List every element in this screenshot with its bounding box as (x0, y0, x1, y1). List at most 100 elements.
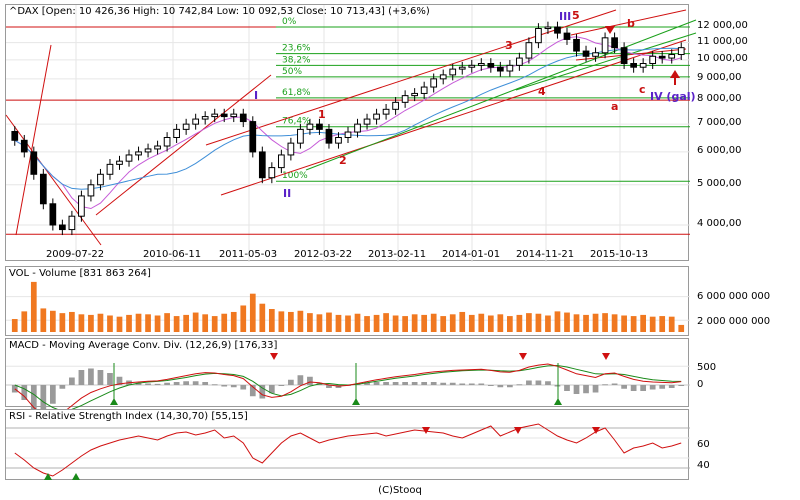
data-source-credit: (C)Stooq (378, 485, 422, 496)
candle-body (677, 47, 685, 56)
price-x-tick: 2015-10-13 (589, 249, 649, 260)
volume-bar (373, 314, 380, 332)
macd-histogram-bar (164, 382, 170, 385)
macd-histogram-bar (230, 385, 237, 388)
price-x-tick: 2014-01-01 (441, 249, 501, 260)
candle-body (335, 136, 342, 144)
volume-bar (678, 324, 685, 332)
volume-bar (240, 305, 247, 332)
macd-buy-marker (352, 398, 360, 405)
macd-title: MACD - Moving Average Conv. Div. (12,26,… (9, 340, 278, 351)
volume-bar (497, 314, 504, 332)
trend-line (95, 74, 272, 216)
candle-body (525, 42, 533, 59)
candle-body (516, 57, 523, 66)
rsi-overbought-marker (592, 427, 600, 434)
rsi-panel: RSI - Relative Strength Index (14,30,70)… (5, 409, 690, 480)
volume-bar (583, 314, 589, 332)
macd-histogram-bar (411, 382, 418, 385)
volume-bar (630, 316, 637, 332)
macd-panel: MACD - Moving Average Conv. Div. (12,26,… (5, 338, 690, 418)
macd-histogram-bar (297, 375, 304, 385)
volume-bar (97, 313, 104, 332)
price-y-tick: 12 000,00 (697, 20, 748, 31)
candle-body (39, 173, 47, 205)
candle-body (268, 167, 276, 179)
volume-bar (249, 293, 256, 332)
trend-line (575, 48, 687, 61)
sma-short-line (14, 36, 682, 210)
candle-body (420, 86, 428, 94)
macd-canvas (6, 353, 690, 418)
price-x-tick: 2011-05-03 (218, 249, 278, 260)
candle-body (468, 64, 476, 68)
volume-bar (307, 313, 313, 332)
candle-body (287, 142, 295, 156)
volume-bar (392, 315, 399, 332)
macd-buy-marker (554, 398, 562, 405)
candle-body (239, 113, 247, 123)
macd-histogram-bar (135, 382, 142, 385)
macd-histogram-bar (554, 385, 561, 387)
macd-histogram-bar (468, 383, 475, 385)
volume-bar (268, 309, 275, 332)
volume-bar (440, 316, 447, 332)
macd-histogram-bar (145, 383, 151, 385)
wave-label: 1 (318, 108, 326, 121)
price-y-tick: 4 000,00 (697, 218, 742, 229)
macd-histogram-bar (59, 385, 66, 389)
candle-body (582, 50, 590, 57)
price-y-tick: 10 000,00 (697, 52, 748, 64)
macd-histogram-bar (535, 380, 542, 385)
macd-histogram-bar (383, 382, 389, 385)
volume-bar (449, 314, 456, 332)
rsi-overbought-marker (514, 427, 522, 434)
volume-bar (326, 312, 332, 332)
macd-histogram-bar (97, 370, 104, 385)
candle-body (611, 37, 618, 49)
candle-body (630, 63, 637, 68)
candle-body (373, 113, 380, 120)
candle-body (135, 151, 142, 156)
trend-line (570, 9, 687, 36)
wave-label-roman: IV (gal) (650, 90, 696, 103)
candle-body (316, 123, 323, 130)
rsi-line (14, 423, 682, 477)
macd-histogram-bar (449, 382, 456, 385)
candle-body (658, 55, 666, 59)
volume-bar (421, 314, 428, 332)
volume-bar (40, 308, 47, 332)
volume-bar (573, 314, 580, 332)
candle-body (592, 52, 599, 57)
candle-body (106, 163, 114, 175)
macd-sell-marker (270, 353, 278, 360)
macd-histogram-bar (49, 385, 56, 404)
volume-bar (11, 319, 18, 332)
volume-bar (211, 316, 218, 332)
trend-line (15, 44, 52, 236)
volume-bar (602, 313, 608, 332)
macd-histogram-bar (487, 385, 494, 386)
macd-histogram-bar (183, 381, 189, 385)
volume-bar (354, 313, 361, 332)
candle-body (535, 28, 542, 44)
candle-body (668, 54, 676, 59)
macd-histogram-bar (659, 385, 666, 389)
macd-histogram-bar (573, 385, 580, 394)
candle-body (211, 113, 219, 118)
volume-bar (316, 314, 323, 332)
price-x-tick: 2009-07-22 (45, 249, 105, 260)
volume-bar (411, 314, 418, 332)
macd-histogram-bar (564, 385, 570, 391)
volume-bar (402, 316, 408, 332)
fibonacci-level-label: 38,2% (282, 55, 311, 65)
volume-bar (116, 316, 123, 332)
price-y-tick: 5 000,00 (697, 177, 742, 189)
rsi-y-tick: 40 (697, 460, 710, 471)
volume-bar (345, 315, 351, 332)
price-y-tick: 9 000,00 (697, 71, 742, 83)
volume-bar (192, 312, 199, 332)
price-chart-panel: 0% 23,6% 38,2% 50% 61,8% 76,4% 100% I II III IV (g… (5, 4, 697, 262)
candle-body (344, 131, 352, 138)
